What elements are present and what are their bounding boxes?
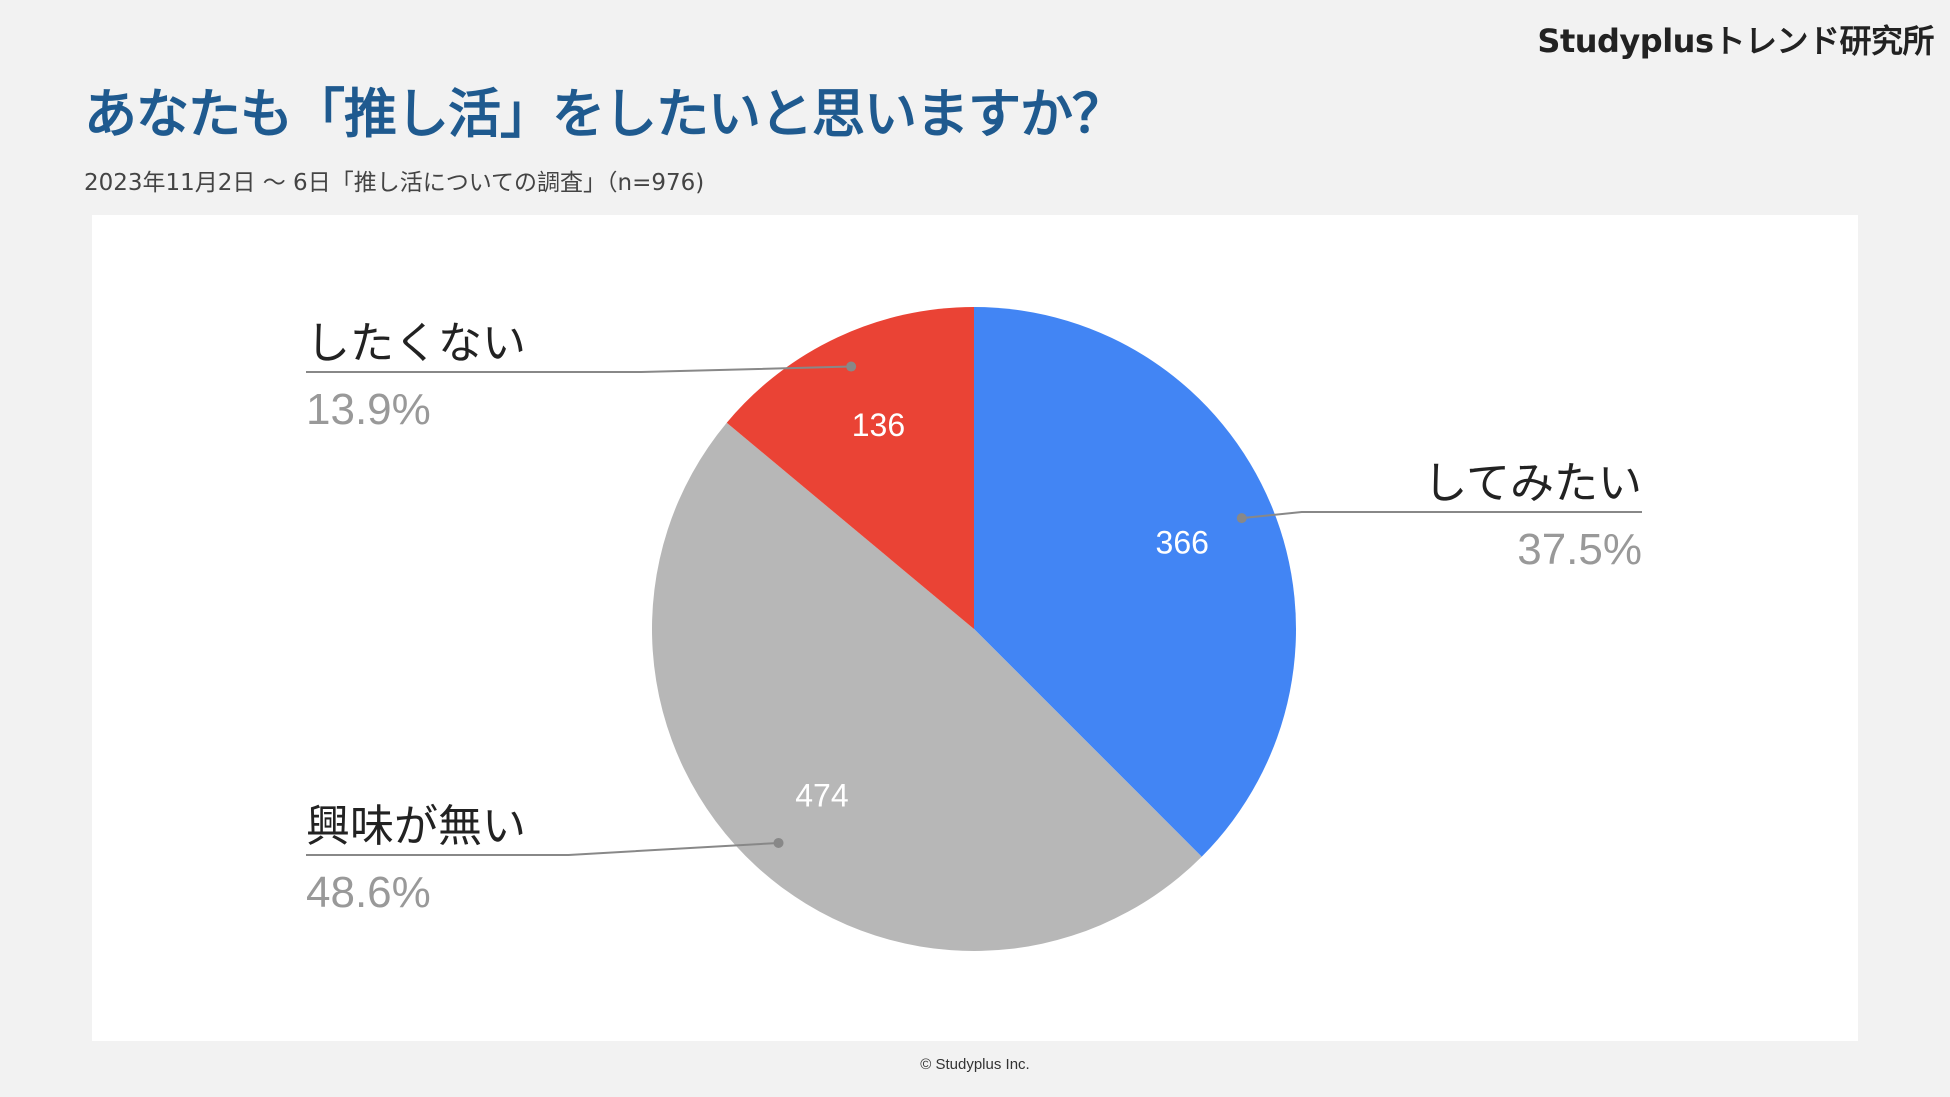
pie-slice-2 bbox=[652, 422, 1202, 951]
copyright-footer: © Studyplus Inc. bbox=[920, 1056, 1030, 1073]
pie-slice-3 bbox=[726, 307, 974, 629]
page-title: あなたも「推し活」をしたいと思いますか？ bbox=[84, 84, 1125, 145]
slice-1-category-label: してみたい bbox=[1423, 458, 1642, 509]
slice-1-leader-line bbox=[1241, 511, 1642, 520]
slice-1-percent-label: 37.5% bbox=[1517, 525, 1642, 574]
survey-subtitle: 2023年11月2日 〜 6日「推し活についての調査」（n=976) bbox=[84, 170, 705, 196]
pie-chart: 366 してみたい 37.5% 474 興味が無い 48.6% 136 したくない 13.9% bbox=[306, 307, 1642, 951]
pie-slice-1 bbox=[974, 307, 1296, 857]
slice-2-value-label: 474 bbox=[795, 777, 848, 813]
slice-2-percent-label: 48.6% bbox=[306, 868, 431, 917]
slice-2-category-label: 興味が無い bbox=[306, 801, 526, 852]
slice-3-category-label: したくない bbox=[306, 318, 526, 369]
slice-3-value-label: 136 bbox=[852, 407, 905, 443]
slice-1-value-label: 366 bbox=[1156, 525, 1209, 561]
slice-2-leader-line bbox=[306, 841, 779, 856]
slice-3-percent-label: 13.9% bbox=[306, 385, 431, 434]
slice-3-leader-line bbox=[306, 365, 852, 373]
chart-panel: 366 してみたい 37.5% 474 興味が無い 48.6% 136 したくない 13.9% bbox=[92, 215, 1858, 1041]
brand-logo: Studyplusトレンド研究所 bbox=[1537, 22, 1934, 60]
slice-3-leader-dot bbox=[846, 361, 857, 372]
